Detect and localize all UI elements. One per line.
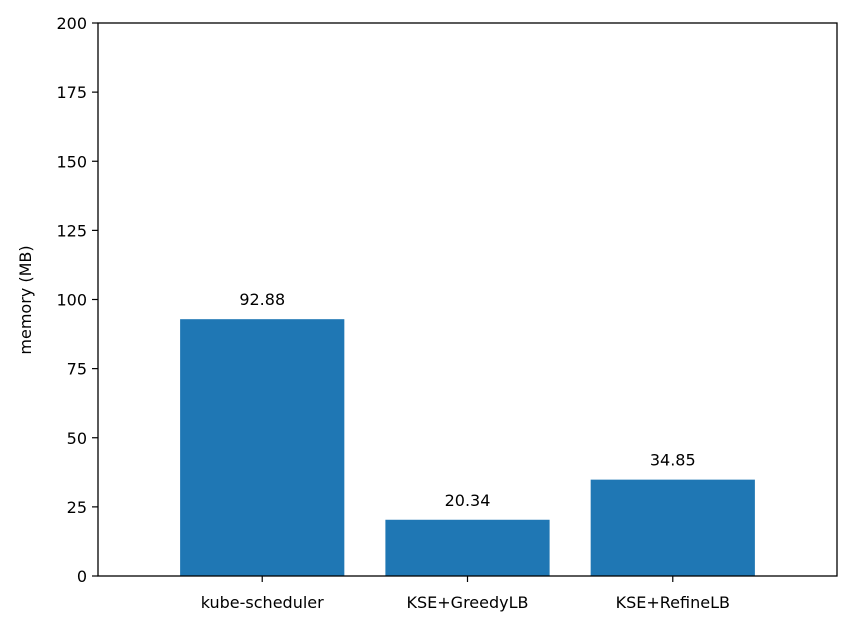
- x-tick-label-2: KSE+RefineLB: [616, 593, 730, 612]
- data-label-1: 20.34: [445, 491, 491, 510]
- bars-layer: [180, 319, 755, 576]
- data-label-2: 34.85: [650, 451, 696, 470]
- bar-1: [385, 519, 550, 576]
- bar-0: [180, 319, 345, 576]
- data-label-0: 92.88: [239, 290, 285, 309]
- data-labels-layer: 92.88 20.34 34.85: [239, 290, 695, 510]
- x-tick-label-0: kube-scheduler: [201, 593, 324, 612]
- axes-layer: 0 25 50 75 100 125 150 175 200 kube-scheduler KSE+…: [56, 14, 838, 612]
- y-tick-label-3: 75: [67, 360, 87, 379]
- y-tick-label-6: 150: [56, 152, 87, 171]
- y-tick-label-4: 100: [56, 291, 87, 310]
- y-tick-label-5: 125: [56, 221, 87, 240]
- y-tick-label-7: 175: [56, 83, 87, 102]
- x-tick-label-1: KSE+GreedyLB: [407, 593, 529, 612]
- y-tick-label-8: 200: [56, 14, 87, 33]
- y-tick-label-1: 25: [67, 498, 87, 517]
- y-tick-label-2: 50: [67, 429, 87, 448]
- y-axis-label: memory (MB): [16, 245, 35, 354]
- y-tick-label-0: 0: [77, 567, 87, 586]
- bar-2: [590, 479, 755, 576]
